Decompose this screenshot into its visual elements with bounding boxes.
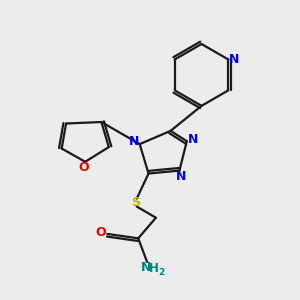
Text: N: N	[129, 135, 139, 148]
Text: N: N	[188, 133, 199, 146]
Text: H: H	[148, 262, 158, 275]
Text: 2: 2	[159, 268, 165, 277]
Text: N: N	[140, 261, 151, 274]
Text: N: N	[176, 170, 186, 183]
Text: S: S	[131, 196, 140, 209]
Text: O: O	[95, 226, 106, 239]
Text: N: N	[228, 53, 239, 66]
Text: O: O	[78, 160, 89, 174]
